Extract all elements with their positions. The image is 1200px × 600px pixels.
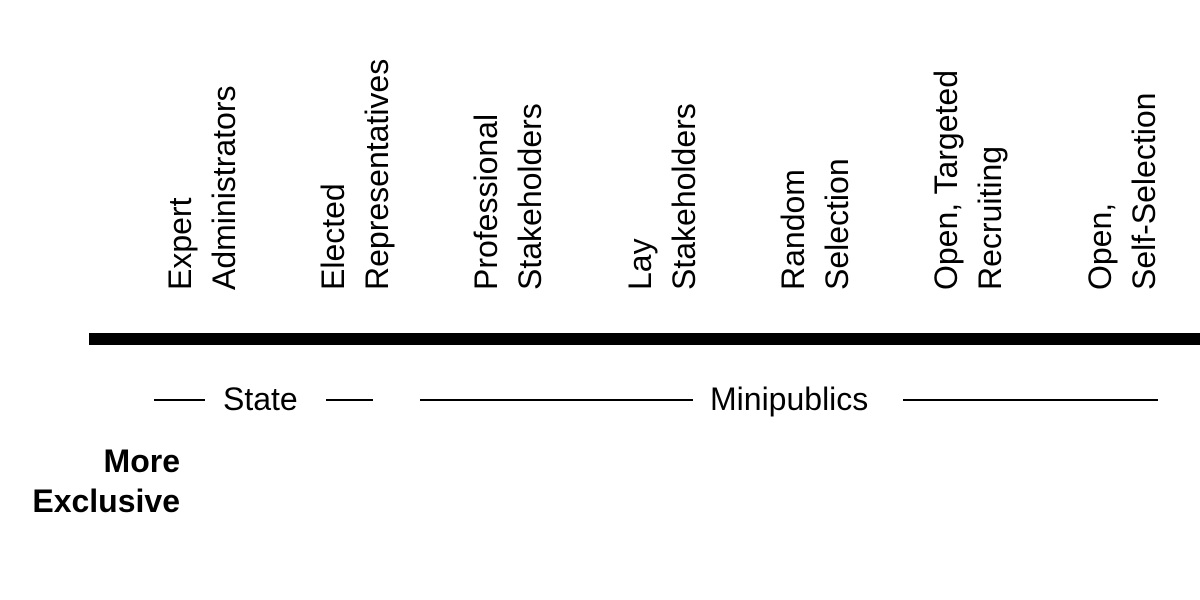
end-label-line-2: Exclusive (32, 483, 180, 519)
minipublics-rule-left (420, 399, 693, 401)
category-label-line: Elected (315, 183, 351, 290)
category-label-line: Representatives (359, 58, 395, 290)
state-rule-left (154, 399, 205, 401)
state-group-label: State (223, 381, 298, 417)
category-label-line: Professional (468, 113, 504, 290)
minipublics-rule-right (903, 399, 1158, 401)
end-label-line-1: More (103, 443, 180, 479)
more-exclusive-label: More Exclusive (10, 441, 180, 521)
spectrum-axis (89, 333, 1200, 345)
category-label-line: Stakeholders (666, 103, 702, 290)
category-label-line: Recruiting (972, 145, 1008, 290)
state-rule-right (326, 399, 373, 401)
category-label-line: Selection (819, 158, 855, 290)
category-label-line: Self-Selection (1126, 92, 1162, 290)
category-label-line: Open, Targeted (928, 69, 964, 290)
category-label-line: Lay (622, 238, 658, 290)
category-label-line: Administrators (206, 85, 242, 291)
minipublics-group-label: Minipublics (710, 381, 869, 417)
category-label-line: Stakeholders (512, 103, 548, 290)
category-label-line: Random (775, 169, 811, 290)
category-label-line: Open, (1082, 202, 1118, 290)
category-label-line: Expert (162, 197, 198, 290)
